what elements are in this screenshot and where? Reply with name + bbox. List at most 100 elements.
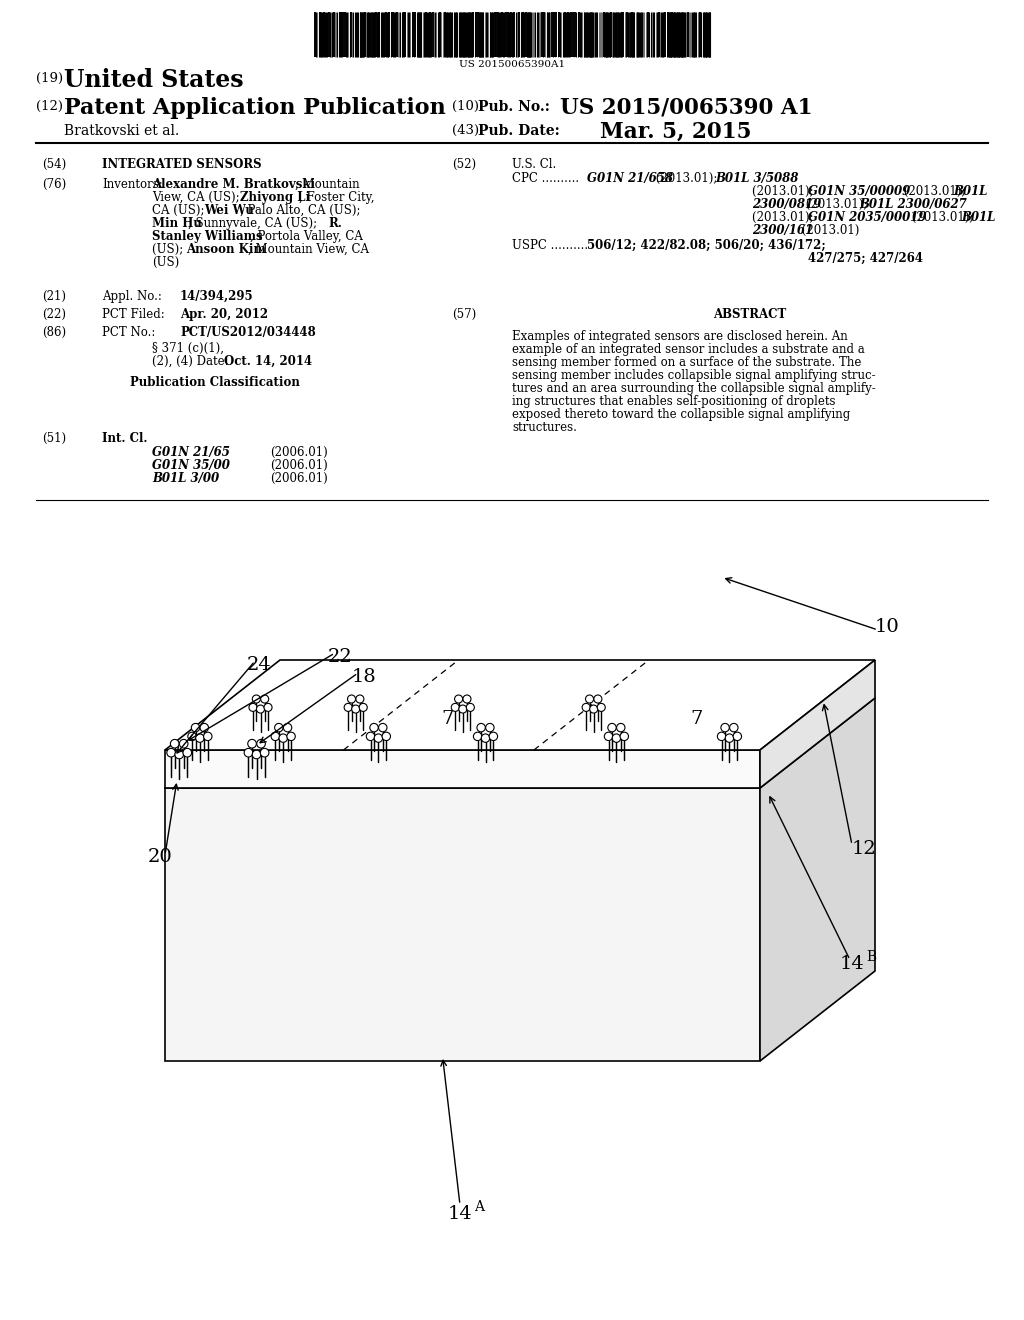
Text: sensing member includes collapsible signal amplifying struc-: sensing member includes collapsible sign… — [512, 370, 876, 381]
Text: (43): (43) — [452, 124, 479, 137]
Text: 506/12; 422/82.08; 506/20; 436/172;: 506/12; 422/82.08; 506/20; 436/172; — [587, 239, 825, 252]
Text: 10: 10 — [874, 618, 900, 636]
Text: , Palo Alto, CA (US);: , Palo Alto, CA (US); — [240, 205, 360, 216]
Text: 24: 24 — [247, 656, 271, 675]
Circle shape — [379, 723, 387, 731]
Polygon shape — [165, 660, 874, 750]
Text: B: B — [866, 950, 877, 964]
Circle shape — [284, 723, 292, 731]
Circle shape — [367, 733, 375, 741]
Circle shape — [608, 723, 616, 731]
Text: (US): (US) — [152, 256, 179, 269]
Text: (2013.01);: (2013.01); — [907, 211, 977, 224]
Circle shape — [196, 734, 204, 742]
Text: (51): (51) — [42, 432, 67, 445]
Text: example of an integrated sensor includes a substrate and a: example of an integrated sensor includes… — [512, 343, 864, 356]
Text: Appl. No.:: Appl. No.: — [102, 290, 162, 304]
Text: 427/275; 427/264: 427/275; 427/264 — [808, 252, 923, 265]
Text: B01L 3/00: B01L 3/00 — [152, 473, 219, 484]
Text: ing structures that enables self-positioning of droplets: ing structures that enables self-positio… — [512, 395, 836, 408]
Text: , Sunnyvale, CA (US);: , Sunnyvale, CA (US); — [188, 216, 321, 230]
Circle shape — [167, 748, 175, 756]
Circle shape — [257, 739, 265, 748]
Text: G01N 21/658: G01N 21/658 — [587, 172, 673, 185]
Circle shape — [463, 696, 471, 704]
Circle shape — [347, 696, 355, 704]
Text: structures.: structures. — [512, 421, 577, 434]
Text: Oct. 14, 2014: Oct. 14, 2014 — [224, 355, 312, 368]
Text: 20: 20 — [148, 847, 173, 866]
Text: exposed thereto toward the collapsible signal amplifying: exposed thereto toward the collapsible s… — [512, 408, 850, 421]
Circle shape — [455, 696, 463, 704]
Circle shape — [249, 704, 257, 711]
Text: United States: United States — [63, 69, 244, 92]
Text: INTEGRATED SENSORS: INTEGRATED SENSORS — [102, 158, 261, 172]
Text: U.S. Cl.: U.S. Cl. — [512, 158, 556, 172]
Text: Mar. 5, 2015: Mar. 5, 2015 — [600, 121, 752, 143]
Circle shape — [485, 723, 495, 731]
Text: (54): (54) — [42, 158, 67, 172]
Circle shape — [252, 696, 260, 704]
Text: 7: 7 — [691, 710, 703, 729]
Polygon shape — [165, 698, 874, 788]
Text: (2013.01);: (2013.01); — [753, 211, 818, 224]
Text: View, CA (US);: View, CA (US); — [152, 191, 244, 205]
Circle shape — [256, 705, 264, 713]
Circle shape — [616, 723, 625, 731]
Text: Apr. 20, 2012: Apr. 20, 2012 — [180, 308, 268, 321]
Circle shape — [287, 733, 295, 741]
Text: Int. Cl.: Int. Cl. — [102, 432, 147, 445]
Circle shape — [183, 748, 191, 756]
Circle shape — [344, 704, 352, 711]
Circle shape — [252, 750, 261, 759]
Text: (76): (76) — [42, 178, 67, 191]
Text: (22): (22) — [42, 308, 66, 321]
Text: B01L: B01L — [962, 211, 996, 224]
Text: B01L 2300/0627: B01L 2300/0627 — [859, 198, 968, 211]
Circle shape — [718, 733, 726, 741]
Circle shape — [489, 733, 498, 741]
Circle shape — [356, 696, 364, 704]
Text: G01N 21/65: G01N 21/65 — [152, 446, 229, 459]
Text: A: A — [474, 1200, 484, 1214]
Text: Wei Wu: Wei Wu — [204, 205, 254, 216]
Circle shape — [594, 696, 602, 704]
Circle shape — [612, 734, 621, 742]
Circle shape — [359, 704, 368, 711]
Circle shape — [621, 733, 629, 741]
Circle shape — [582, 704, 590, 711]
Text: PCT Filed:: PCT Filed: — [102, 308, 165, 321]
Circle shape — [382, 733, 390, 741]
Text: Stanley Williams: Stanley Williams — [152, 230, 262, 243]
Circle shape — [481, 734, 489, 742]
Text: Pub. No.:: Pub. No.: — [478, 100, 550, 114]
Circle shape — [200, 723, 209, 731]
Text: (2013.01): (2013.01) — [798, 224, 859, 238]
Text: , Mountain: , Mountain — [295, 178, 359, 191]
Text: (21): (21) — [42, 290, 66, 304]
Circle shape — [260, 748, 269, 756]
Text: (2013.01);: (2013.01); — [753, 185, 818, 198]
Circle shape — [191, 723, 200, 731]
Text: (2), (4) Date:: (2), (4) Date: — [152, 355, 228, 368]
Polygon shape — [165, 788, 760, 1061]
Text: Pub. Date:: Pub. Date: — [478, 124, 560, 139]
Text: (2013.01);: (2013.01); — [652, 172, 721, 185]
Circle shape — [452, 704, 460, 711]
Text: R.: R. — [328, 216, 342, 230]
Text: Patent Application Publication: Patent Application Publication — [63, 96, 445, 119]
Circle shape — [370, 723, 378, 731]
Text: (57): (57) — [452, 308, 476, 321]
Circle shape — [604, 733, 612, 741]
Text: Examples of integrated sensors are disclosed herein. An: Examples of integrated sensors are discl… — [512, 330, 848, 343]
Text: sensing member formed on a surface of the substrate. The: sensing member formed on a surface of th… — [512, 356, 861, 370]
Text: Publication Classification: Publication Classification — [130, 376, 300, 389]
Text: Bratkovski et al.: Bratkovski et al. — [63, 124, 179, 139]
Text: 14: 14 — [840, 954, 864, 973]
Text: (52): (52) — [452, 158, 476, 172]
Circle shape — [261, 696, 268, 704]
Text: (2013.01);: (2013.01); — [803, 198, 871, 211]
Text: 18: 18 — [352, 668, 377, 686]
Text: 7: 7 — [441, 710, 454, 729]
Circle shape — [374, 734, 383, 742]
